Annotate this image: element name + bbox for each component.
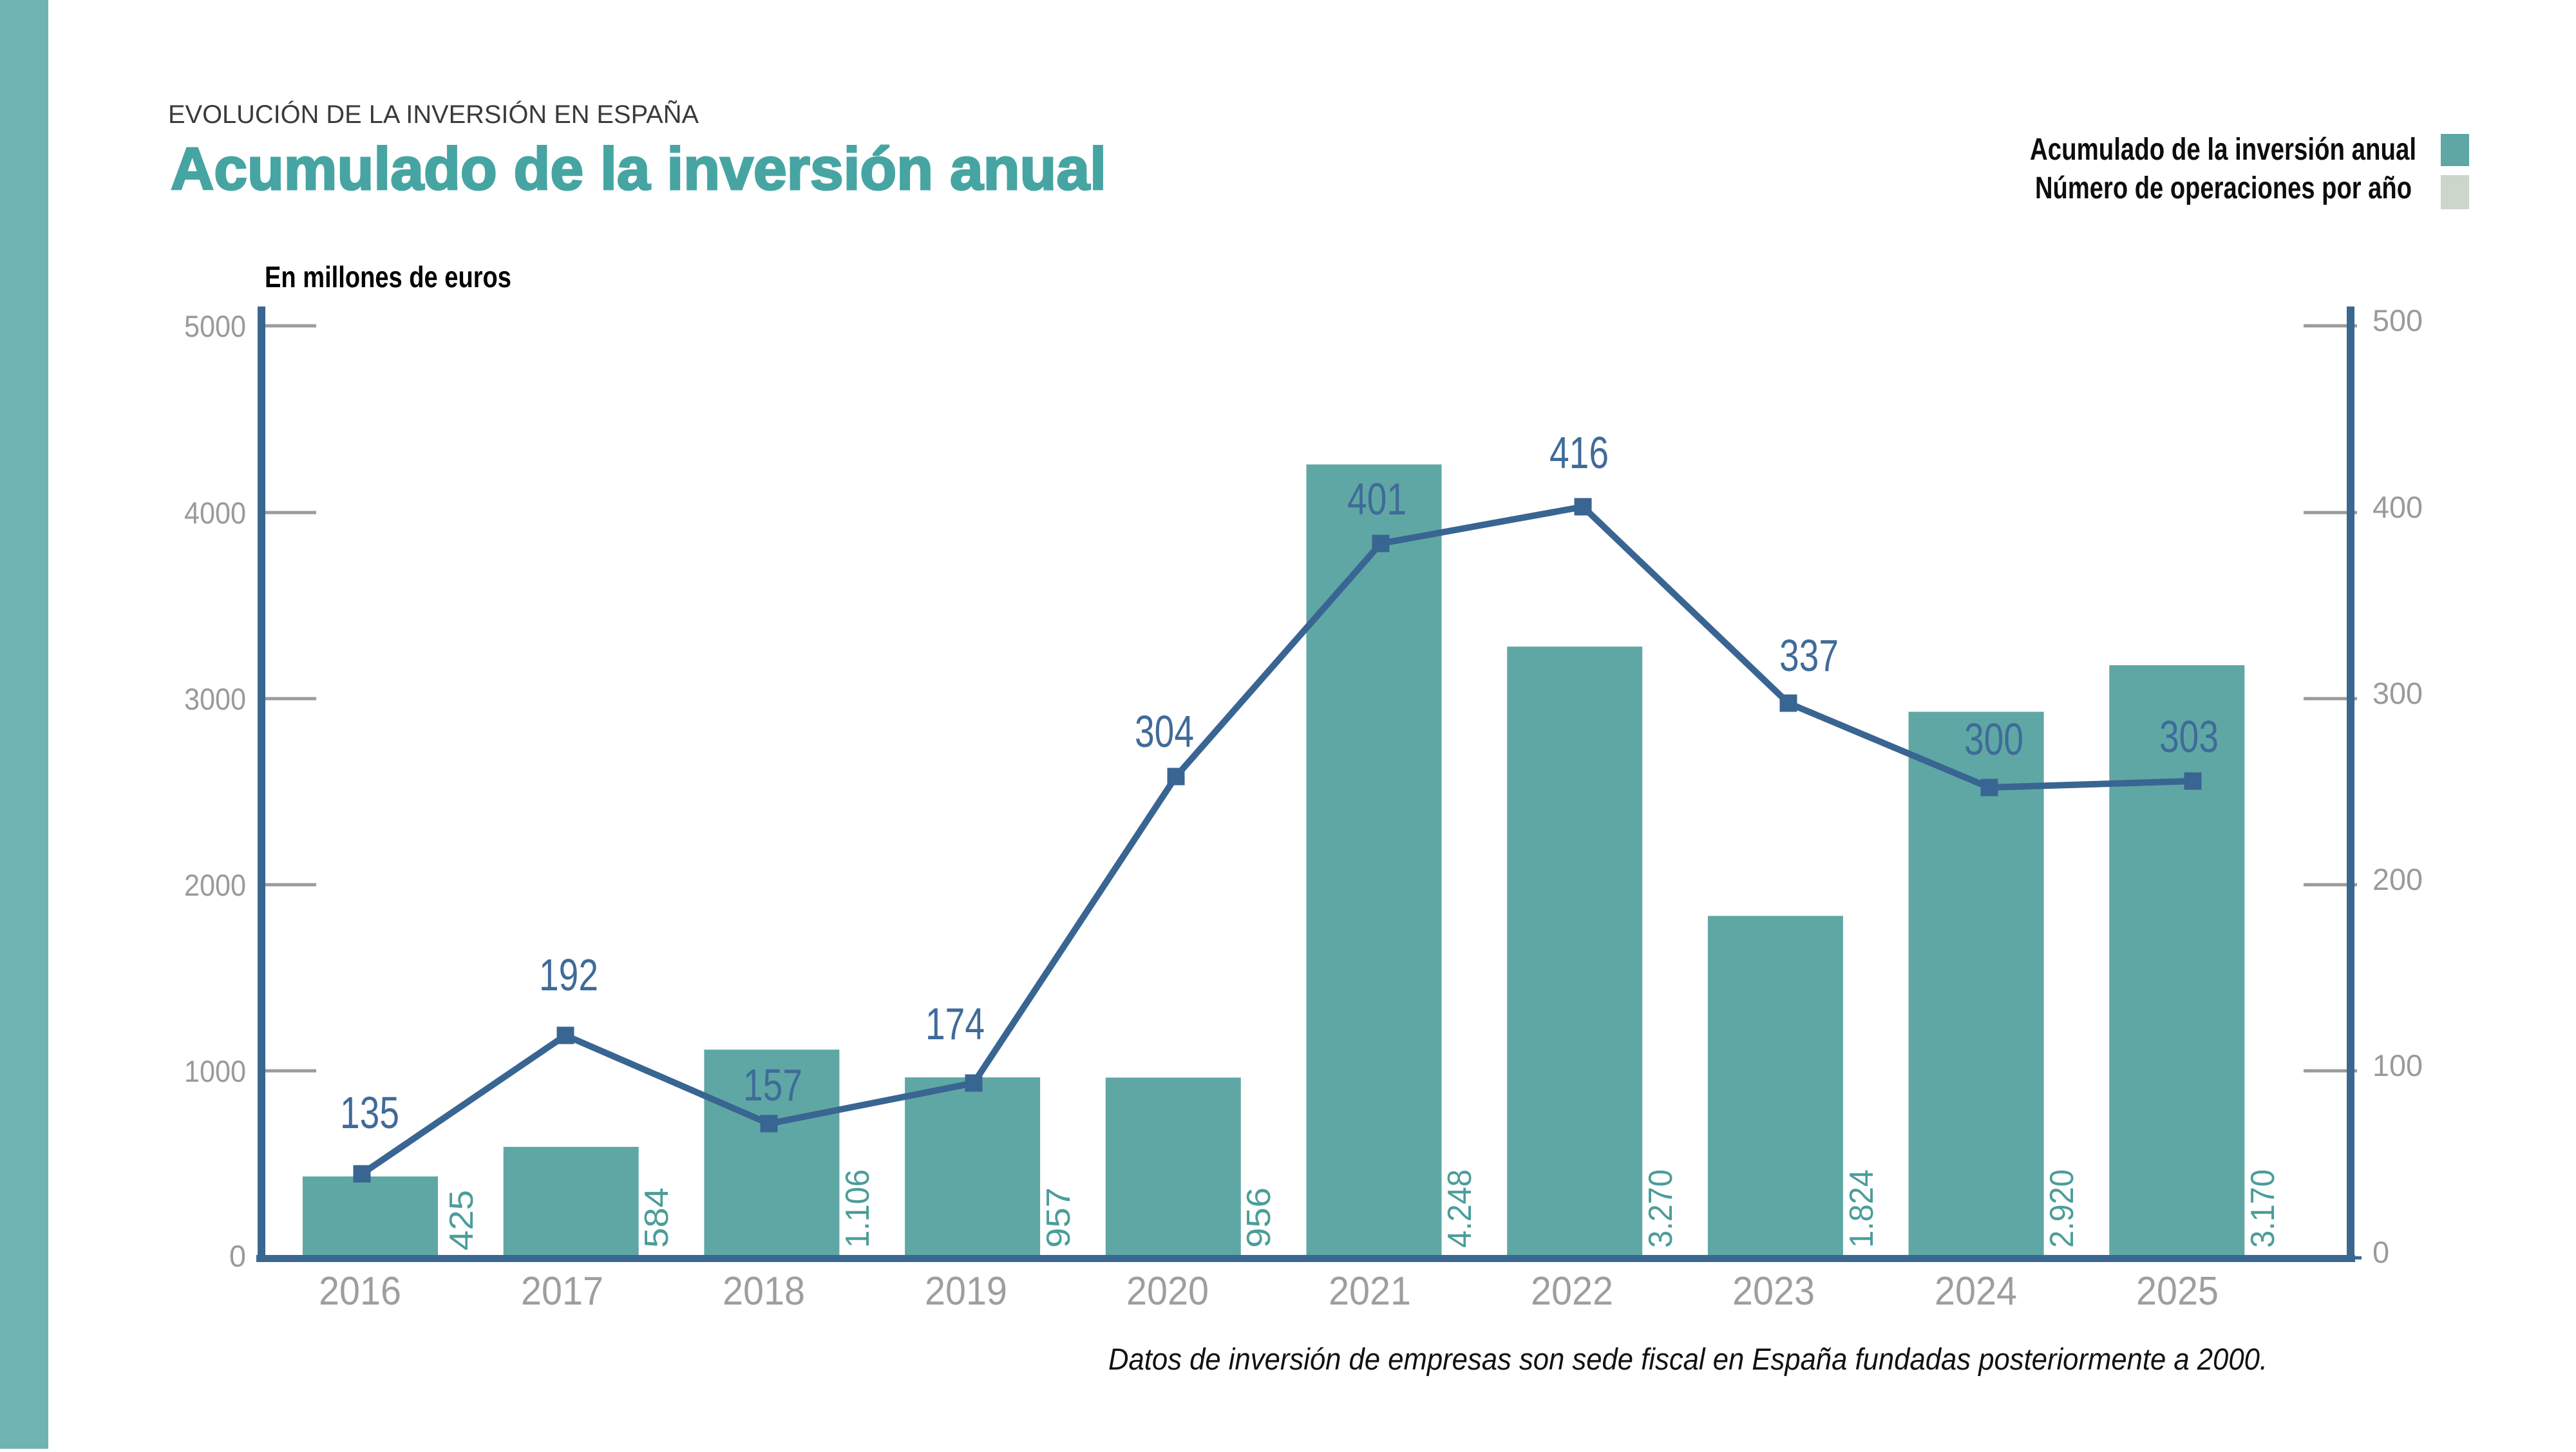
svg-text:400: 400 [2372, 490, 2423, 524]
svg-text:157: 157 [743, 1060, 802, 1110]
svg-text:174: 174 [925, 999, 985, 1049]
svg-text:3000: 3000 [184, 682, 246, 716]
svg-text:Acumulado de la inversión anua: Acumulado de la inversión anual [2030, 133, 2416, 167]
svg-text:4.248: 4.248 [1441, 1169, 1479, 1248]
svg-text:2019: 2019 [925, 1269, 1007, 1314]
svg-text:425: 425 [443, 1190, 480, 1250]
svg-text:300: 300 [1964, 714, 2023, 764]
svg-text:1.824: 1.824 [1843, 1169, 1880, 1248]
svg-text:500: 500 [2372, 303, 2423, 337]
svg-text:2024: 2024 [1935, 1269, 2017, 1314]
svg-text:1.106: 1.106 [839, 1169, 876, 1248]
svg-text:EVOLUCIÓN DE LA INVERSIÓN EN E: EVOLUCIÓN DE LA INVERSIÓN EN ESPAÑA [168, 100, 699, 129]
svg-text:956: 956 [1240, 1187, 1278, 1248]
svg-text:584: 584 [638, 1187, 676, 1248]
svg-text:100: 100 [2372, 1048, 2423, 1082]
svg-text:300: 300 [2372, 676, 2423, 710]
svg-text:Acumulado de la inversión anua: Acumulado de la inversión anual [171, 135, 1106, 202]
svg-text:2018: 2018 [723, 1269, 805, 1314]
svg-text:2023: 2023 [1732, 1269, 1815, 1314]
svg-text:3.170: 3.170 [2244, 1169, 2282, 1248]
svg-text:957: 957 [1040, 1187, 1077, 1248]
svg-text:3.270: 3.270 [1642, 1169, 1680, 1248]
svg-text:5000: 5000 [184, 309, 246, 343]
svg-text:401: 401 [1347, 474, 1406, 524]
svg-text:2000: 2000 [184, 868, 246, 902]
svg-text:135: 135 [340, 1088, 399, 1138]
svg-text:2016: 2016 [319, 1269, 401, 1314]
svg-text:4000: 4000 [184, 496, 246, 530]
svg-text:416: 416 [1549, 428, 1609, 478]
svg-text:En millones de euros: En millones de euros [265, 260, 511, 294]
svg-text:2020: 2020 [1126, 1269, 1209, 1314]
svg-text:0: 0 [229, 1239, 246, 1273]
svg-text:200: 200 [2372, 862, 2423, 896]
svg-text:Número de operaciones por año: Número de operaciones por año [2035, 171, 2412, 205]
svg-text:2017: 2017 [521, 1269, 603, 1314]
svg-text:2022: 2022 [1531, 1269, 1613, 1314]
svg-text:Datos de inversión de empresas: Datos de inversión de empresas son sede … [1108, 1342, 2268, 1376]
svg-text:304: 304 [1135, 706, 1194, 757]
svg-text:1000: 1000 [184, 1054, 246, 1088]
svg-text:2025: 2025 [2136, 1269, 2219, 1314]
svg-text:2021: 2021 [1329, 1269, 1411, 1314]
svg-text:337: 337 [1779, 630, 1839, 681]
svg-text:192: 192 [539, 950, 598, 1000]
svg-text:303: 303 [2159, 712, 2219, 762]
svg-text:2.920: 2.920 [2043, 1169, 2081, 1248]
svg-text:0: 0 [2372, 1235, 2389, 1269]
